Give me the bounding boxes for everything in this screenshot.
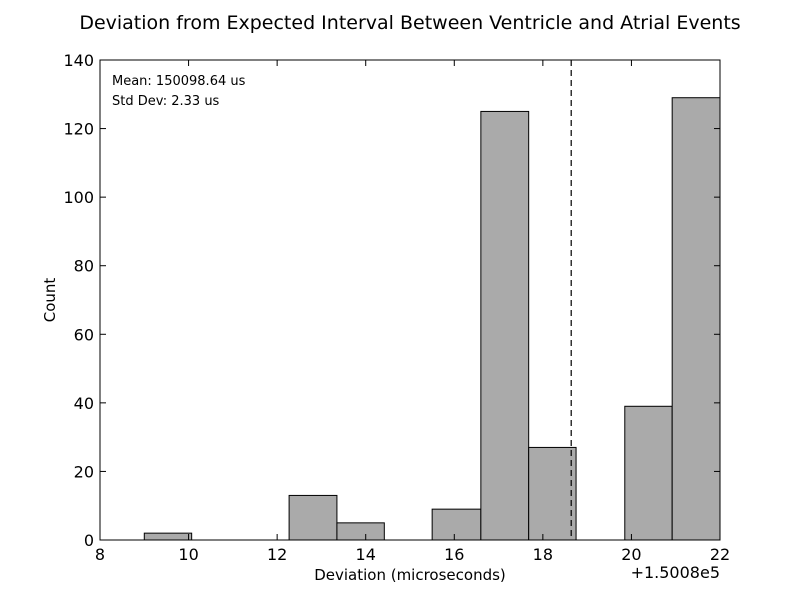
histogram-bar-1: [288, 494, 338, 541]
y-tick-label: 100: [63, 188, 94, 207]
y-tick-label: 40: [74, 394, 94, 413]
std-annotation: Std Dev: 2.33 us: [112, 94, 220, 109]
y-tick-label: 20: [74, 462, 94, 481]
y-tick-label: 80: [74, 257, 94, 276]
histogram-bar-5: [528, 446, 577, 541]
x-tick-label: 14: [356, 545, 376, 564]
ticks-group: 8 10 12 14 16 18 20 22 0 20 40 60 80 100 120 140: [63, 51, 730, 564]
bars-group: [143, 97, 721, 541]
x-axis-label: Deviation (microseconds): [314, 566, 506, 584]
x-tick-label: 18: [533, 545, 553, 564]
x-tick-label: 20: [621, 545, 641, 564]
x-offset-label: +1.5008e5: [631, 563, 720, 582]
chart-title: Deviation from Expected Interval Between…: [79, 12, 740, 34]
histogram-bar-7: [671, 97, 721, 541]
histogram-bar-6: [624, 405, 673, 541]
mean-annotation: Mean: 150098.64 us: [112, 74, 246, 89]
y-tick-label: 60: [74, 325, 94, 344]
x-tick-label: 10: [178, 545, 198, 564]
histogram-bar-4: [480, 110, 530, 541]
x-tick-label: 16: [444, 545, 464, 564]
histogram-bar-2: [336, 522, 385, 541]
y-axis-label: Count: [41, 278, 59, 323]
plot-frame: [99, 59, 721, 541]
x-tick-label: 8: [95, 545, 105, 564]
y-tick-label: 120: [63, 120, 94, 139]
histogram-bar-0: [143, 532, 193, 541]
histogram-bar-3: [431, 508, 482, 541]
y-tick-label: 0: [84, 531, 94, 550]
y-tick-label: 140: [63, 51, 94, 70]
x-tick-label: 22: [710, 545, 730, 564]
x-tick-label: 12: [267, 545, 287, 564]
